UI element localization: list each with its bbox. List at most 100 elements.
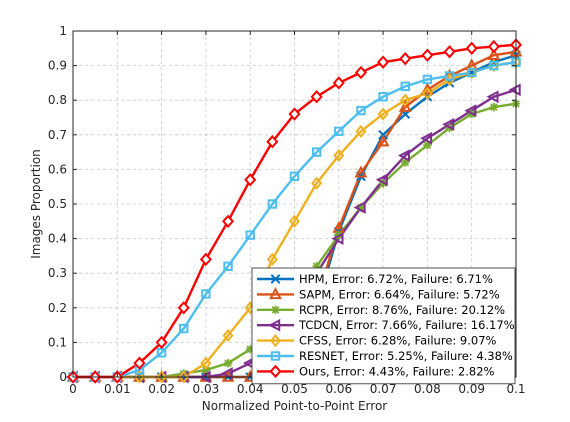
legend-swatch-marker: [268, 318, 281, 332]
data-point: [423, 140, 432, 150]
y-tick-label: 0.6: [48, 162, 67, 176]
data-point: [487, 47, 501, 60]
legend-box: [251, 267, 516, 385]
x-tick-label: 0.09: [458, 382, 485, 396]
legend-swatch-marker: [271, 305, 280, 314]
y-tick-label: 0.1: [48, 335, 67, 349]
data-point: [266, 252, 278, 266]
data-point: [421, 82, 434, 95]
legend-entry-label: TCDCN, Error: 7.66%, Failure: 16.17%: [298, 318, 515, 332]
data-point: [444, 71, 455, 81]
data-point: [133, 370, 145, 384]
data-point: [422, 74, 433, 85]
data-point: [199, 252, 212, 267]
data-point: [378, 92, 388, 102]
data-point: [179, 323, 189, 334]
data-point: [377, 107, 389, 121]
legend-entry-label: CFSS, Error: 6.28%, Failure: 9.07%: [299, 334, 497, 348]
data-point: [355, 124, 367, 138]
series-markers-6: [66, 38, 523, 384]
data-point: [333, 149, 345, 163]
y-tick-label: 1: [59, 24, 67, 38]
data-point: [289, 171, 300, 182]
legend-swatch-marker: [269, 334, 282, 348]
legend-swatch-marker: [269, 287, 282, 300]
data-point: [178, 370, 190, 384]
data-point: [487, 39, 500, 54]
legend-entry-label: HPM, Error: 6.72%, Failure: 6.71%: [299, 272, 493, 286]
data-point: [245, 230, 255, 240]
data-point: [489, 60, 499, 71]
data-point: [288, 107, 301, 121]
data-point: [443, 45, 456, 59]
data-point: [421, 86, 433, 100]
x-tick-label: 0.06: [325, 382, 352, 396]
x-tick-label: 0.05: [281, 382, 308, 396]
data-point: [401, 158, 410, 167]
data-point: [375, 173, 388, 187]
data-point: [311, 147, 322, 157]
data-point: [223, 261, 233, 271]
data-point: [489, 102, 499, 112]
x-tick-label: 0.08: [414, 382, 441, 396]
data-point: [400, 81, 410, 92]
data-point: [332, 76, 345, 90]
y-tick-label: 0: [59, 370, 67, 384]
data-point: [133, 356, 146, 370]
data-point: [486, 90, 499, 104]
data-point: [464, 104, 477, 117]
legend-entry-label: Ours, Error: 4.43%, Failure: 2.82%: [299, 364, 495, 378]
data-point: [310, 90, 323, 104]
legend-entry-label: SAPM, Error: 6.64%, Failure: 5.72%: [299, 287, 500, 301]
data-point: [354, 65, 367, 80]
x-tick-label: 0.1: [506, 382, 525, 396]
y-tick-label: 0.2: [48, 301, 67, 315]
data-point: [399, 93, 411, 107]
data-point: [267, 199, 278, 209]
data-point: [223, 358, 233, 368]
data-point: [353, 201, 366, 214]
x-tick-label: 0: [69, 382, 77, 396]
data-point: [421, 48, 434, 62]
legend: HPM, Error: 6.72%, Failure: 6.71%SAPM, E…: [251, 267, 516, 385]
y-tick-label: 0.7: [48, 128, 67, 142]
y-tick-label: 0.3: [48, 266, 67, 280]
data-point: [465, 41, 478, 55]
data-point: [155, 335, 168, 350]
data-point: [398, 99, 412, 112]
x-tick-label: 0.04: [237, 382, 264, 396]
series-line-5: [73, 60, 517, 379]
legend-swatch-marker: [270, 274, 281, 284]
data-point: [222, 214, 235, 228]
data-point: [397, 149, 410, 162]
y-tick-label: 0.5: [48, 197, 67, 211]
data-point: [399, 51, 412, 66]
data-point: [201, 365, 211, 375]
data-point: [420, 131, 433, 145]
x-tick-label: 0.01: [104, 382, 131, 396]
data-point: [334, 126, 344, 137]
legend-swatch-marker: [270, 351, 281, 361]
data-point: [200, 356, 212, 370]
data-point: [312, 262, 321, 271]
legend-entry-label: RESNET, Error: 5.25%, Failure: 4.38%: [299, 349, 513, 363]
data-point: [467, 67, 477, 78]
y-axis-label: Images Proportion: [29, 149, 43, 259]
x-tick-label: 0.07: [370, 382, 397, 396]
legend-entry-label: RCPR, Error: 8.76%, Failure: 20.12%: [299, 303, 505, 317]
data-point: [266, 135, 279, 149]
data-point: [376, 134, 390, 147]
data-point: [442, 118, 455, 131]
data-point: [201, 289, 211, 299]
data-point: [220, 367, 233, 380]
data-point: [508, 83, 521, 97]
data-point: [331, 232, 344, 245]
data-point: [377, 55, 390, 69]
data-point: [354, 165, 368, 178]
data-point: [244, 173, 257, 187]
x-tick-label: 0.03: [193, 382, 220, 396]
data-point: [311, 176, 323, 190]
data-point: [156, 370, 168, 384]
y-tick-label: 0.8: [48, 93, 67, 107]
